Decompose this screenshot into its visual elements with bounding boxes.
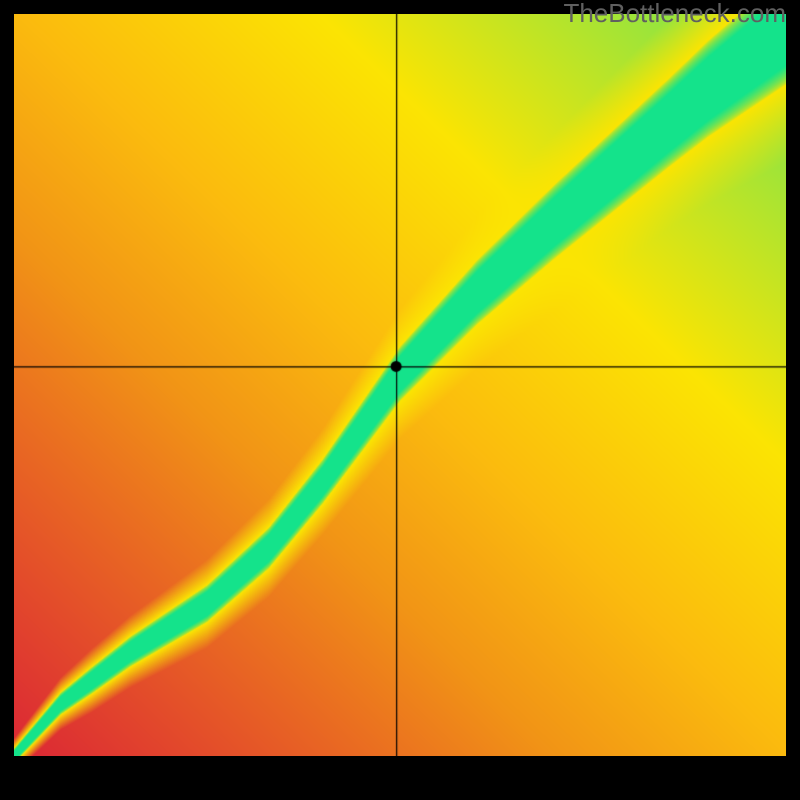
heatmap-canvas [14,14,786,756]
chart-frame [0,0,800,800]
attribution-text: TheBottleneck.com [563,0,786,29]
